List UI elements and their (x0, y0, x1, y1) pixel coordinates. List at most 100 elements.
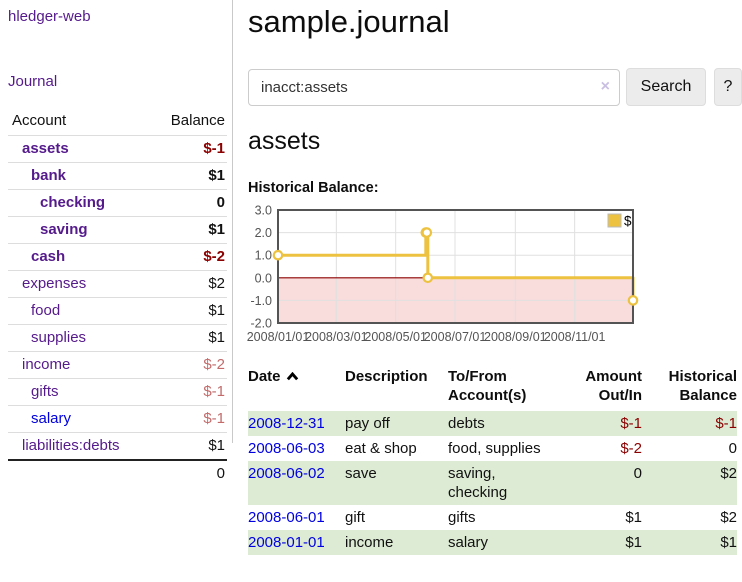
account-link-salary[interactable]: salary (31, 410, 72, 427)
account-link-gifts[interactable]: gifts (31, 383, 59, 400)
transaction-date-link[interactable]: 2008-12-31 (248, 415, 325, 432)
svg-text:3.0: 3.0 (255, 204, 272, 218)
register-accounts-cell: food, supplies (448, 440, 541, 457)
register-amount-cell: $1 (554, 530, 642, 555)
svg-text:$: $ (624, 214, 632, 229)
search-button[interactable]: Search (626, 68, 706, 106)
register-row[interactable]: 2008-01-01 income salary $1 $1 (248, 530, 737, 555)
account-link-cash[interactable]: cash (31, 248, 66, 265)
account-row: checking 0 (8, 189, 227, 217)
register-amount-cell: 0 (554, 461, 642, 505)
account-balance: 0 (216, 194, 225, 211)
register-balance-cell: 0 (728, 440, 737, 457)
accounts-header-balance: Balance (170, 112, 225, 129)
register-description-cell: pay off (345, 411, 448, 436)
account-row: saving $1 (8, 216, 227, 244)
register-amount-cell: $-1 (554, 411, 642, 436)
transaction-date-link[interactable]: 2008-06-02 (248, 465, 325, 482)
register-header-row: Date Description To/From Account(s) Amou… (248, 365, 737, 411)
register-amount-cell: $-2 (620, 440, 642, 457)
brand-link[interactable]: hledger-web (8, 8, 91, 25)
register-amount-cell: $1 (625, 509, 642, 526)
account-link-saving[interactable]: saving (40, 221, 88, 238)
svg-text:2008/05/01: 2008/05/01 (364, 330, 427, 344)
svg-text:-1.0: -1.0 (250, 294, 272, 308)
register-col-date-label: Date (248, 368, 281, 385)
register-date-cell: 2008-01-01 (248, 530, 345, 555)
register-row[interactable]: 2008-06-01 gift gifts $1 $2 (248, 505, 737, 530)
register-date-cell: 2008-06-01 (248, 505, 345, 530)
account-link-assets[interactable]: assets (22, 140, 69, 157)
register-col-accounts: To/From Account(s) (448, 368, 527, 404)
sidebar: hledger-web Journal Account Balance asse… (8, 8, 227, 487)
account-balance: $-1 (203, 410, 225, 427)
register-description-cell: income (345, 530, 448, 555)
account-link-bank[interactable]: bank (31, 167, 67, 184)
account-balance: $1 (208, 167, 225, 184)
register-date-cell: 2008-06-03 (248, 436, 345, 461)
svg-text:2008/11/01: 2008/11/01 (544, 330, 606, 344)
account-row: liabilities:debts $1 (8, 432, 227, 460)
account-balance: $-2 (203, 356, 225, 373)
register-description-cell: eat & shop (345, 440, 417, 457)
historical-balance-chart: 3.0 2.0 1.0 0.0 -1.0 -2.0 2008/01/01 2008/03/01… (240, 202, 640, 350)
account-balance: $1 (208, 302, 225, 319)
clear-search-icon[interactable]: × (600, 77, 610, 95)
register-row[interactable]: 2008-06-03 eat & shop food, supplies $-2 0 (248, 436, 737, 461)
page-title: sample.journal (248, 4, 450, 39)
transaction-date-link[interactable]: 2008-06-01 (248, 509, 325, 526)
account-row: expenses $2 (8, 270, 227, 298)
search-box: × (248, 68, 620, 106)
register-table: Date Description To/From Account(s) Amou… (248, 365, 737, 555)
svg-text:2008/09/01: 2008/09/01 (484, 330, 547, 344)
svg-text:2008/07/01: 2008/07/01 (424, 330, 487, 344)
register-accounts-cell: gifts (448, 509, 476, 526)
register-col-description: Description (345, 368, 428, 385)
register-row[interactable]: 2008-06-02 save saving, checking 0 $2 (248, 461, 737, 505)
register-date-cell: 2008-06-02 (248, 461, 345, 505)
register-col-date[interactable]: Date (248, 365, 345, 411)
register-row[interactable]: 2008-12-31 pay off debts $-1 $-1 (248, 411, 737, 436)
chart-svg: 3.0 2.0 1.0 0.0 -1.0 -2.02008/01/012008/03/01… (247, 204, 639, 344)
register-balance-cell: $1 (642, 530, 737, 555)
transaction-date-link[interactable]: 2008-01-01 (248, 534, 325, 551)
account-row: food $1 (8, 297, 227, 325)
account-link-food[interactable]: food (31, 302, 61, 319)
account-balance: $-1 (203, 383, 225, 400)
account-row: cash $-2 (8, 243, 227, 271)
main-content: sample.journal × Search ? assets Histori… (247, 0, 742, 555)
account-row: supplies $1 (8, 324, 227, 352)
register-col-balance: Historical Balance (668, 368, 737, 404)
register-description-cell: save (345, 461, 448, 505)
account-link-expenses[interactable]: expenses (22, 275, 87, 292)
account-row: income $-2 (8, 351, 227, 379)
register-col-amount: Amount Out/In (585, 368, 642, 404)
svg-text:0.0: 0.0 (255, 271, 272, 285)
account-balance: $2 (208, 275, 225, 292)
register-date-cell: 2008-12-31 (248, 411, 345, 436)
svg-text:2008/01/01: 2008/01/01 (247, 330, 310, 344)
svg-text:2.0: 2.0 (255, 226, 272, 240)
transaction-date-link[interactable]: 2008-06-03 (248, 440, 325, 457)
account-balance: $1 (208, 437, 225, 454)
sidebar-item-journal[interactable]: Journal (8, 73, 58, 90)
help-button[interactable]: ? (714, 68, 742, 106)
account-row: bank $1 (8, 162, 227, 190)
register-accounts-cell: debts (448, 411, 554, 436)
svg-text:2008/03/01: 2008/03/01 (305, 330, 368, 344)
sidebar-divider (232, 0, 233, 443)
register-accounts-cell: salary (448, 530, 554, 555)
account-link-checking[interactable]: checking (40, 194, 106, 211)
register-balance-cell: $-1 (642, 411, 737, 436)
search-input[interactable] (248, 68, 620, 106)
account-balance: $1 (208, 221, 225, 238)
sort-asc-icon (286, 371, 298, 381)
account-link-liabilities-debts[interactable]: liabilities:debts (22, 437, 120, 454)
register-description-cell: gift (345, 509, 366, 526)
accounts-header-account: Account (12, 112, 67, 129)
account-link-supplies[interactable]: supplies (31, 329, 87, 346)
account-title: assets (248, 127, 321, 155)
accounts-table: Account Balance assets $-1 bank $1 checking 0… (8, 109, 227, 487)
account-link-income[interactable]: income (22, 356, 71, 373)
accounts-header-row: Account Balance (8, 109, 227, 136)
